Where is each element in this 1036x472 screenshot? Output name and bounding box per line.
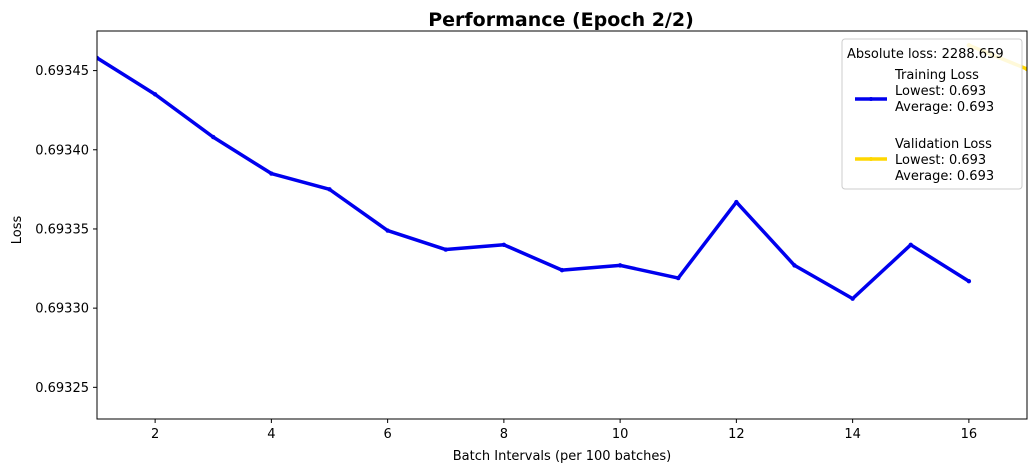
x-tick-label: 8 xyxy=(500,427,508,442)
data-point-training-loss xyxy=(97,55,100,61)
y-axis-label: Loss xyxy=(10,216,25,245)
legend-training-average: Average: 0.693 xyxy=(895,100,994,115)
x-tick-label: 10 xyxy=(612,427,629,442)
data-point-training-loss xyxy=(734,199,739,205)
legend: Absolute loss: 2288.659 Training Loss Lo… xyxy=(841,38,1023,190)
data-point-training-loss xyxy=(617,263,623,268)
x-tick-label: 14 xyxy=(844,427,861,442)
data-point-training-loss xyxy=(269,171,274,176)
chart-title: Performance (Epoch 2/2) xyxy=(428,9,694,31)
data-point-training-loss xyxy=(908,242,913,247)
data-point-training-loss xyxy=(850,296,855,301)
axis-ticks: 2 4 6 8 10 12 14 16 0.69325 0.69330 0.69335 0.69340… xyxy=(35,64,977,442)
legend-validation-lowest: Lowest: 0.693 xyxy=(895,153,986,168)
y-tick-label: 0.69340 xyxy=(35,143,89,158)
legend-training-lowest: Lowest: 0.693 xyxy=(895,84,986,99)
data-point-training-loss xyxy=(792,263,797,268)
x-tick-label: 16 xyxy=(961,427,978,442)
legend-training-marker xyxy=(869,97,873,101)
data-point-training-loss xyxy=(152,92,158,97)
legend-header: Absolute loss: 2288.659 xyxy=(847,47,1004,62)
y-tick-label: 0.69335 xyxy=(35,222,89,237)
y-tick-label: 0.69330 xyxy=(35,302,89,317)
data-point-training-loss xyxy=(559,267,565,273)
legend-box xyxy=(841,38,1023,190)
data-point-validation-loss xyxy=(1024,66,1027,72)
x-tick-label: 2 xyxy=(151,427,159,442)
y-tick-label: 0.69325 xyxy=(35,381,89,396)
legend-validation-average: Average: 0.693 xyxy=(895,169,994,184)
x-tick-label: 12 xyxy=(728,427,745,442)
data-point-training-loss xyxy=(676,275,681,281)
plot-frame xyxy=(96,30,1028,420)
x-tick-label: 6 xyxy=(383,427,391,442)
data-point-training-loss xyxy=(443,247,448,252)
legend-training-name: Training Loss xyxy=(894,68,979,83)
y-tick-label: 0.69345 xyxy=(35,64,89,79)
data-point-training-loss xyxy=(501,242,507,247)
data-point-training-loss xyxy=(966,279,972,284)
data-point-training-loss xyxy=(211,134,216,140)
legend-validation-name: Validation Loss xyxy=(895,137,992,152)
data-point-training-loss xyxy=(385,228,390,233)
data-point-training-loss xyxy=(327,187,332,192)
x-axis-label: Batch Intervals (per 100 batches) xyxy=(453,449,671,464)
series-line-training-loss xyxy=(97,56,970,301)
legend-validation-marker xyxy=(869,157,873,161)
x-tick-label: 4 xyxy=(267,427,275,442)
